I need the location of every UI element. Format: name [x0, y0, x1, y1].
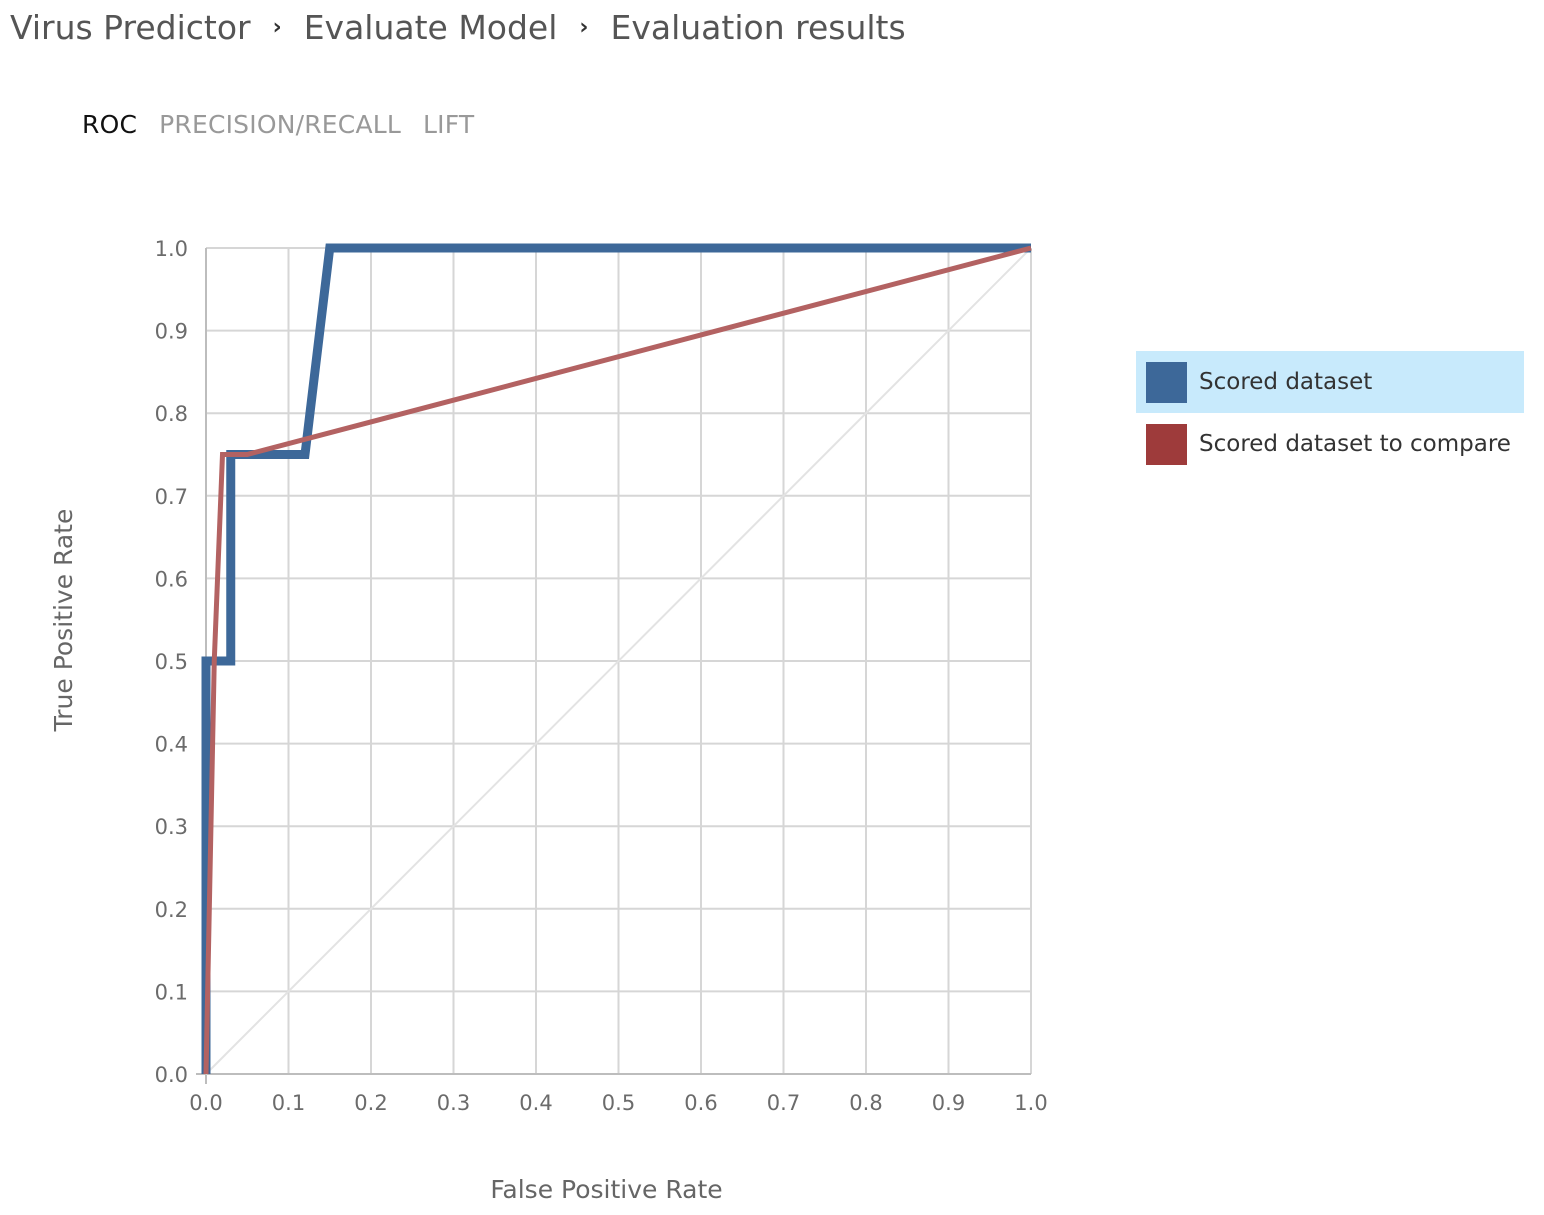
breadcrumb-item-current: Evaluation results — [610, 8, 906, 47]
breadcrumb: Virus Predictor › Evaluate Model › Evalu… — [10, 8, 906, 47]
series-line-scored-dataset-to-compare — [203, 245, 1032, 1075]
roc-chart: 0.0 0.1 0.2 0.3 0.4 0.5 0.6 0.7 0.8 0.9 1.0 0.0 0.1… — [49, 237, 1048, 1204]
y-tick-label: 0.1 — [155, 980, 188, 1004]
y-tick-label: 0.0 — [155, 1063, 188, 1087]
x-tick-label: 0.5 — [602, 1091, 635, 1115]
y-tick-label: 0.6 — [155, 567, 188, 591]
legend-label: Scored dataset to compare — [1199, 431, 1511, 457]
reference-diagonal-line — [205, 247, 1032, 1075]
y-tick-label: 0.3 — [155, 815, 188, 839]
x-tick-label: 0.4 — [519, 1091, 552, 1115]
legend: Scored dataset Scored dataset to compare — [1136, 351, 1524, 475]
legend-swatch — [1146, 423, 1187, 465]
y-tick-label: 0.4 — [155, 733, 188, 757]
y-tick-label: 0.5 — [155, 650, 188, 674]
y-tick-label: 1.0 — [155, 237, 188, 261]
x-tick-label: 0.1 — [272, 1091, 305, 1115]
chevron-right-icon: › — [272, 15, 282, 40]
tab-lift[interactable]: LIFT — [423, 110, 475, 139]
tab-roc[interactable]: ROC — [82, 110, 138, 139]
breadcrumb-item-module[interactable]: Evaluate Model — [303, 8, 558, 47]
legend-item-scored-dataset[interactable]: Scored dataset — [1136, 351, 1524, 413]
chevron-right-icon: › — [579, 15, 589, 40]
legend-item-scored-dataset-to-compare[interactable]: Scored dataset to compare — [1136, 413, 1524, 475]
y-tick-label: 0.2 — [155, 898, 188, 922]
x-axis-ticks: 0.0 0.1 0.2 0.3 0.4 0.5 0.6 0.7 0.8 0.9 1.0 — [189, 1091, 1047, 1115]
breadcrumb-item-project[interactable]: Virus Predictor — [10, 8, 251, 47]
y-tick-label: 0.7 — [155, 485, 188, 509]
y-axis-label: True Positive Rate — [49, 509, 78, 733]
chart-series — [201, 243, 1032, 1075]
x-tick-label: 0.3 — [437, 1091, 470, 1115]
x-tick-label: 1.0 — [1014, 1091, 1047, 1115]
x-tick-label: 0.6 — [684, 1091, 717, 1115]
x-tick-label: 0.8 — [849, 1091, 882, 1115]
x-tick-label: 0.2 — [354, 1091, 387, 1115]
chart-tabs: ROC PRECISION/RECALL LIFT — [82, 110, 474, 139]
x-tick-label: 0.9 — [932, 1091, 965, 1115]
x-axis-label: False Positive Rate — [490, 1175, 722, 1204]
y-axis-ticks: 0.0 0.1 0.2 0.3 0.4 0.5 0.6 0.7 0.8 0.9 1.0 — [155, 237, 188, 1087]
y-tick-label: 0.8 — [155, 402, 188, 426]
x-tick-label: 0.7 — [767, 1091, 800, 1115]
y-tick-label: 0.9 — [155, 320, 188, 344]
x-tick-label: 0.0 — [189, 1091, 222, 1115]
tab-precision-recall[interactable]: PRECISION/RECALL — [159, 110, 402, 139]
legend-swatch — [1146, 361, 1187, 403]
legend-label: Scored dataset — [1199, 369, 1373, 395]
